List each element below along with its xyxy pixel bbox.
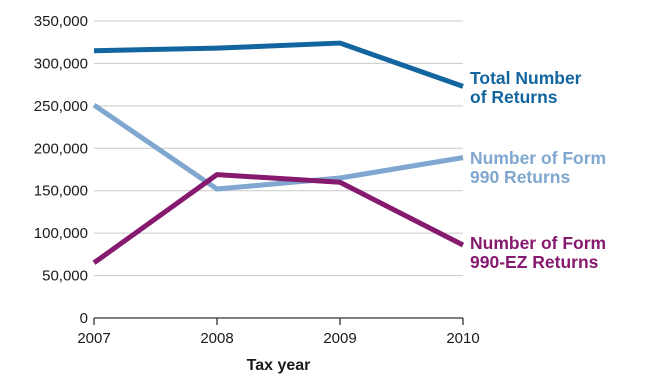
- series-label-line: Total Number: [470, 68, 582, 88]
- series-label-0: Total Number of Returns: [470, 68, 582, 107]
- y-tick-label: 50,000: [42, 268, 88, 285]
- series-line-2: [92, 172, 465, 265]
- series-label-line: of Returns: [470, 87, 558, 107]
- series-label-line: 990-EZ Returns: [470, 252, 599, 272]
- y-tick-label: 100,000: [34, 225, 88, 242]
- y-tick-label: 200,000: [34, 140, 88, 157]
- y-tick-label: 150,000: [34, 183, 88, 200]
- y-tick-label: 350,000: [34, 13, 88, 30]
- x-tick-label: 2010: [446, 330, 479, 347]
- x-tick-label: 2008: [200, 330, 233, 347]
- series-line-1: [92, 102, 464, 192]
- series-label-line: Number of Form: [470, 233, 606, 253]
- series-line-0: [93, 40, 464, 89]
- x-tick-label: 2007: [77, 330, 110, 347]
- y-tick-label: 0: [80, 310, 88, 327]
- y-tick-label: 250,000: [34, 98, 88, 115]
- series-label-1: Number of Form 990 Returns: [470, 148, 606, 187]
- x-axis-title: Tax year: [247, 357, 311, 374]
- series-label-2: Number of Form 990-EZ Returns: [470, 233, 606, 272]
- y-tick-label: 300,000: [34, 55, 88, 72]
- series-label-line: Number of Form: [470, 148, 606, 168]
- series-label-line: 990 Returns: [470, 167, 570, 187]
- x-tick-label: 2009: [323, 330, 356, 347]
